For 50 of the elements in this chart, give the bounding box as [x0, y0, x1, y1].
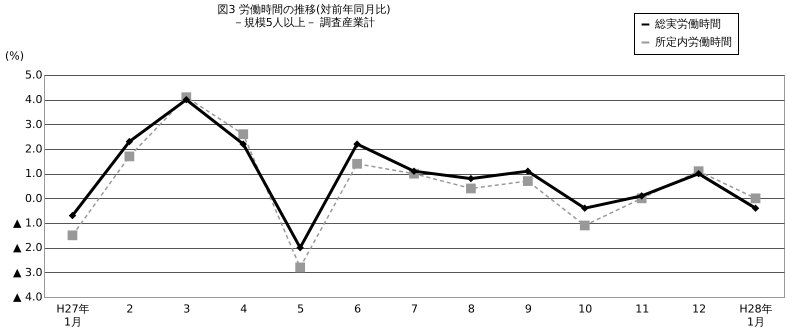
y-tick-label: 2.0: [25, 142, 42, 156]
point: [124, 152, 134, 162]
x-tick-label: 2: [126, 302, 134, 316]
x-tick-label: 5: [297, 302, 304, 316]
x-tick-label: 6: [354, 302, 362, 316]
y-axis-title: (%): [4, 50, 24, 62]
point: [522, 176, 533, 186]
x-tick-label: H27年 1月: [56, 302, 90, 328]
point: [182, 96, 190, 104]
chart-subtitle: －規模5人以上－ 調査産業計: [232, 16, 376, 29]
x-tick-label: H28年 1月: [739, 302, 773, 328]
x-tick-label: 10: [578, 302, 592, 316]
point: [68, 230, 78, 240]
point: [466, 184, 476, 194]
point: [638, 192, 646, 200]
point: [353, 140, 361, 148]
y-tick-label: 4.0: [25, 93, 42, 106]
chart-title: 図3 労働時間の推移(対前年同月比): [217, 3, 391, 16]
y-tick-label: ▲ 2.0: [13, 241, 42, 254]
point: [296, 244, 304, 252]
point: [352, 158, 362, 169]
point: [410, 167, 418, 175]
x-tick-label: 11: [635, 302, 650, 316]
point: [524, 167, 532, 175]
legend-label: 所定内労働時間: [655, 36, 732, 48]
y-tick-label: ▲ 4.0: [13, 290, 42, 304]
x-tick-label: 3: [183, 302, 190, 316]
point: [295, 262, 306, 272]
point: [694, 170, 702, 178]
y-tick-label: 5.0: [25, 68, 42, 82]
x-tick-label: 8: [468, 302, 475, 316]
y-tick-label: 1.0: [25, 167, 42, 180]
x-tick-label: 7: [411, 302, 418, 316]
y-tick-label: 3.0: [25, 118, 42, 131]
y-tick-label: ▲ 3.0: [13, 266, 42, 279]
x-tick-label: 4: [240, 302, 248, 316]
x-tick-label: 9: [524, 302, 532, 316]
point: [752, 204, 760, 212]
x-tick-label: 12: [692, 302, 706, 316]
point: [126, 138, 134, 146]
point: [467, 174, 475, 182]
point: [240, 140, 247, 148]
y-tick-label: 0.0: [25, 192, 42, 205]
point: [238, 129, 248, 140]
legend-label: 総実労働時間: [654, 18, 721, 30]
point: [581, 204, 588, 212]
point: [580, 220, 590, 230]
point: [68, 212, 76, 220]
point: [750, 193, 760, 204]
y-tick-label: ▲ 1.0: [13, 216, 42, 230]
